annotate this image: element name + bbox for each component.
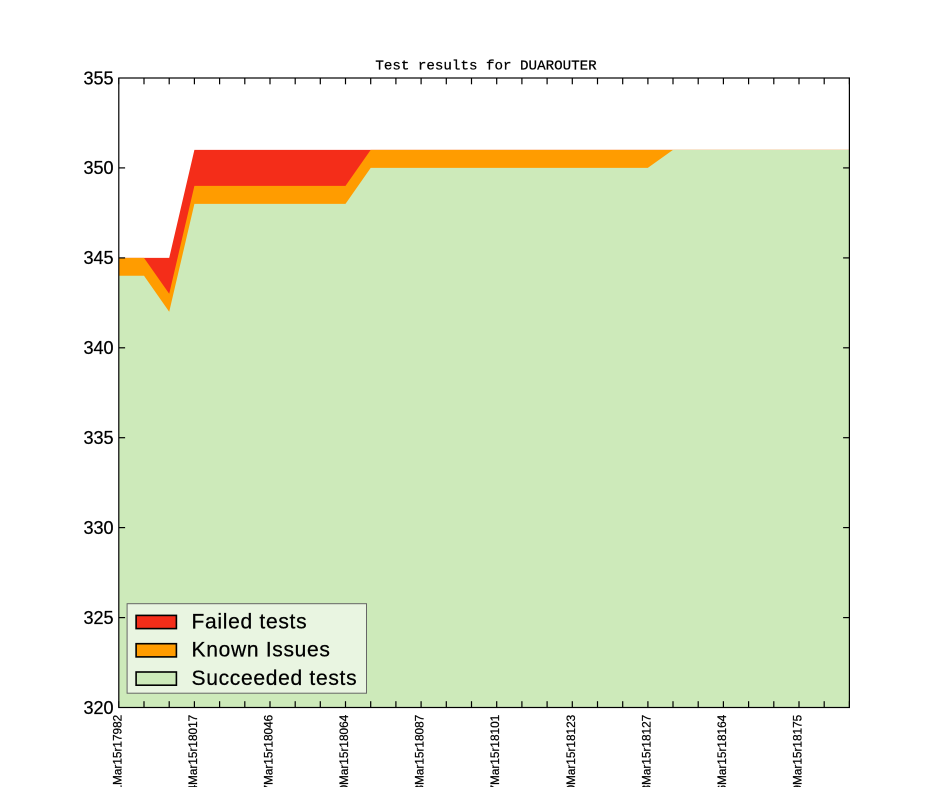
- svg-text:345: 345: [83, 248, 113, 268]
- svg-text:320: 320: [83, 698, 113, 718]
- svg-text:325: 325: [83, 608, 113, 628]
- svg-text:350: 350: [83, 158, 113, 178]
- svg-text:335: 335: [83, 428, 113, 448]
- svg-text:26Mar15r18164: 26Mar15r18164: [715, 714, 729, 787]
- svg-text:10Mar15r18064: 10Mar15r18064: [337, 714, 351, 787]
- svg-text:01Mar15r17982: 01Mar15r17982: [110, 715, 124, 787]
- svg-text:Known Issues: Known Issues: [192, 639, 331, 662]
- svg-text:23Mar15r18127: 23Mar15r18127: [639, 715, 653, 787]
- svg-text:20Mar15r18123: 20Mar15r18123: [564, 714, 578, 787]
- svg-text:07Mar15r18046: 07Mar15r18046: [262, 714, 276, 787]
- svg-text:13Mar15r18087: 13Mar15r18087: [413, 715, 427, 787]
- svg-text:Succeeded tests: Succeeded tests: [192, 667, 358, 690]
- svg-text:29Mar15r18175: 29Mar15r18175: [791, 714, 805, 787]
- svg-text:330: 330: [83, 518, 113, 538]
- svg-text:17Mar15r18101: 17Mar15r18101: [488, 715, 502, 787]
- svg-text:Failed tests: Failed tests: [192, 610, 308, 633]
- svg-text:340: 340: [83, 338, 113, 358]
- svg-text:355: 355: [83, 68, 113, 88]
- svg-text:04Mar15r18017: 04Mar15r18017: [186, 715, 200, 787]
- svg-text:Test results for DUAROUTER: Test results for DUAROUTER: [375, 59, 597, 75]
